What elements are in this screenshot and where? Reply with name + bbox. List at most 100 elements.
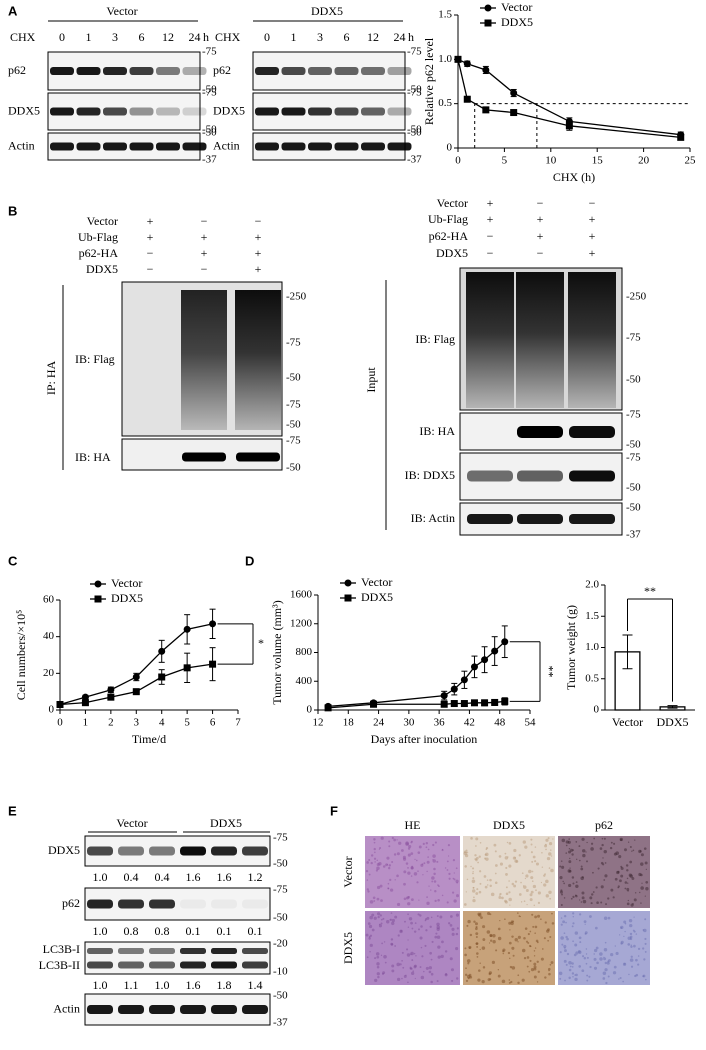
condition-label: Ub-Flag — [78, 230, 118, 244]
ihc-texture — [390, 938, 394, 941]
row-label: Actin — [53, 1001, 80, 1015]
ihc-texture — [478, 890, 482, 894]
ihc-texture — [389, 918, 392, 921]
ihc-texture — [548, 969, 550, 972]
ihc-texture — [488, 942, 491, 944]
y-axis-label: Relative p62 level — [422, 37, 436, 125]
blot-band — [281, 107, 306, 116]
row-label: Actin — [213, 138, 240, 152]
ihc-texture — [444, 973, 448, 977]
ihc-texture — [475, 892, 479, 895]
mw-marker: -37 — [626, 529, 641, 541]
ihc-texture — [627, 943, 631, 946]
ihc-texture — [560, 917, 563, 919]
mw-marker: -50 — [202, 84, 217, 96]
ihc-texture — [479, 842, 482, 844]
ihc-texture — [426, 860, 430, 864]
blot-smear — [181, 290, 227, 430]
ihc-texture — [407, 926, 410, 928]
ihc-texture — [376, 955, 380, 959]
ihc-texture — [596, 901, 599, 905]
ihc-texture — [594, 948, 598, 953]
ihc-texture — [396, 977, 401, 982]
x-tick-label: 20 — [638, 155, 650, 167]
condition-mark: + — [147, 214, 154, 228]
ihc-texture — [622, 980, 624, 983]
ihc-texture — [600, 901, 603, 904]
ihc-texture — [509, 929, 511, 931]
data-point — [501, 697, 509, 705]
mw-marker: -37 — [407, 154, 422, 166]
condition-mark: + — [147, 230, 154, 244]
ihc-texture — [602, 863, 605, 866]
ihc-texture — [418, 845, 422, 849]
ihc-texture — [617, 885, 620, 888]
ihc-texture — [568, 869, 572, 873]
ihc-texture — [572, 916, 574, 918]
blot-band — [308, 67, 332, 75]
ihc-texture — [380, 922, 383, 925]
blot-band — [50, 107, 74, 116]
ihc-texture — [471, 867, 475, 870]
ihc-texture — [509, 957, 511, 960]
ihc-texture — [571, 972, 575, 975]
ihc-texture — [455, 879, 459, 883]
data-point — [460, 700, 468, 708]
ihc-texture — [588, 975, 591, 978]
ihc-texture — [645, 887, 649, 891]
data-point — [510, 109, 518, 117]
blot-band — [103, 67, 127, 75]
ihc-texture — [488, 971, 493, 975]
ihc-texture — [610, 953, 614, 957]
ihc-texture — [530, 968, 535, 972]
ihc-texture — [376, 965, 380, 969]
ihc-texture — [627, 899, 630, 902]
ihc-texture — [481, 980, 485, 984]
ihc-texture — [572, 922, 575, 925]
ihc-texture — [533, 904, 536, 907]
ihc-texture — [511, 882, 515, 886]
ihc-texture — [464, 947, 467, 950]
ihc-texture — [417, 870, 419, 872]
ihc-texture — [578, 859, 581, 862]
ihc-texture — [551, 912, 553, 915]
ihc-texture — [377, 912, 381, 916]
blot-band — [517, 514, 563, 524]
ihc-texture — [548, 867, 551, 869]
ihc-texture — [376, 885, 381, 890]
ihc-texture — [619, 838, 623, 842]
ihc-texture — [366, 888, 369, 891]
ihc-texture — [560, 904, 563, 907]
ihc-texture — [464, 865, 467, 868]
ihc-texture — [563, 882, 565, 885]
ihc-texture — [405, 896, 409, 900]
ihc-texture — [629, 932, 633, 936]
ihc-texture — [521, 978, 525, 982]
ihc-texture — [415, 859, 418, 862]
blot-smear — [568, 272, 616, 408]
data-point — [183, 664, 191, 672]
ihc-texture — [533, 967, 537, 971]
blot-band — [182, 107, 207, 116]
ihc-texture — [411, 927, 414, 930]
ihc-texture — [478, 855, 481, 858]
data-point — [565, 122, 573, 130]
ihc-texture — [541, 851, 543, 854]
ihc-texture — [455, 867, 458, 870]
ihc-texture — [534, 947, 537, 949]
ihc-texture — [570, 848, 574, 852]
ihc-texture — [396, 839, 398, 841]
ihc-texture — [644, 918, 647, 921]
blot-band — [242, 846, 268, 856]
ihc-texture — [408, 896, 410, 898]
ihc-texture — [407, 902, 411, 906]
blot-band — [517, 426, 563, 438]
ihc-texture — [495, 949, 498, 952]
ihc-texture — [406, 948, 409, 951]
ihc-texture — [388, 864, 392, 867]
ihc-texture — [479, 870, 482, 873]
quant-value: 1.0 — [93, 978, 108, 992]
blot-band — [242, 948, 268, 954]
ihc-texture — [508, 880, 510, 882]
ihc-texture — [406, 953, 411, 957]
